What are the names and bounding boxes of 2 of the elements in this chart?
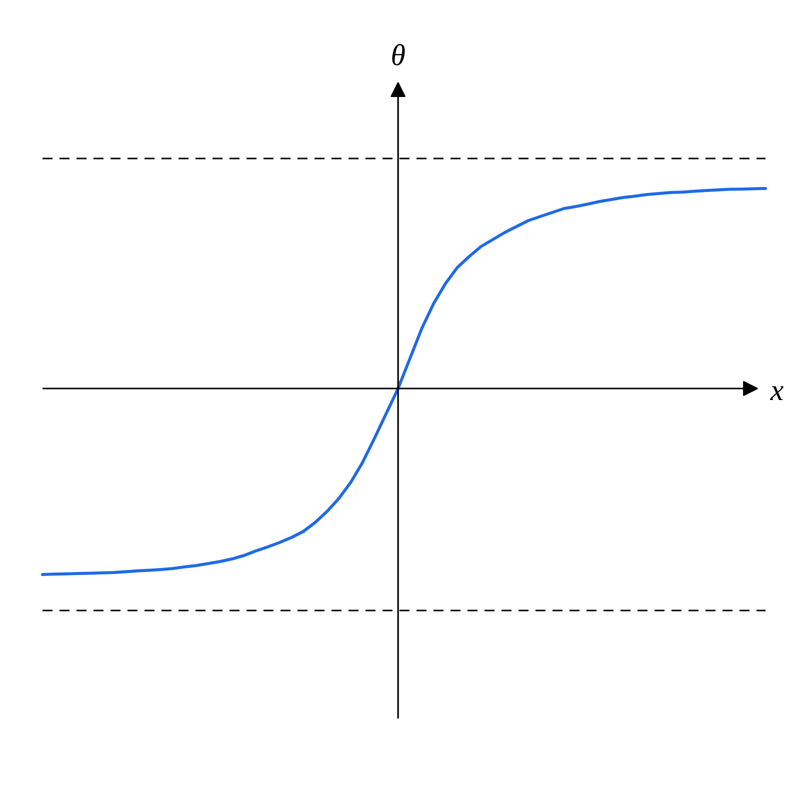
x-axis-title: x (769, 374, 784, 407)
y-axis-title: θ (390, 39, 406, 72)
